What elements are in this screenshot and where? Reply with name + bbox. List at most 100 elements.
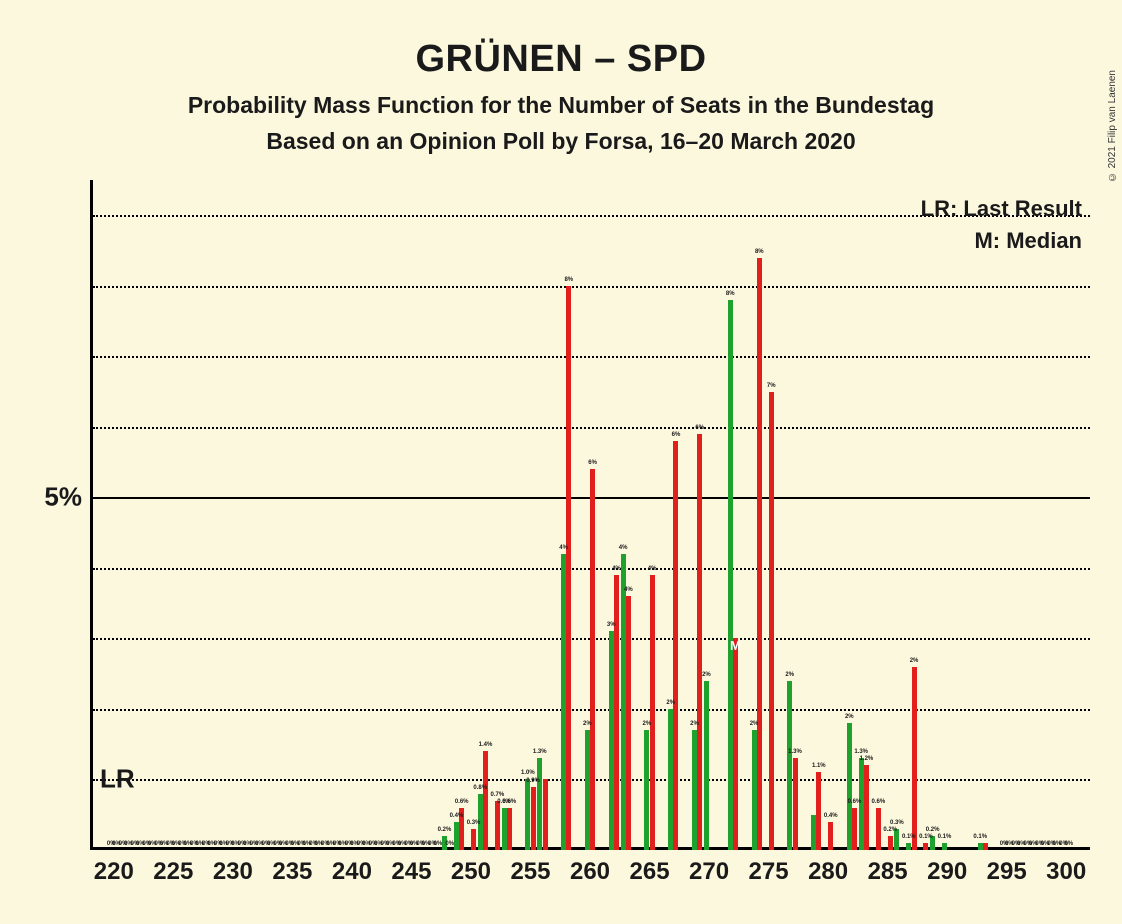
lr-axis-label: LR xyxy=(100,764,135,795)
bar-label-green: 2% xyxy=(750,721,759,727)
bar-green xyxy=(787,681,792,850)
bar-label-red: 8% xyxy=(755,249,764,255)
bar-red xyxy=(888,836,893,850)
bar-red xyxy=(983,843,988,850)
bar-label-red: 0.9% xyxy=(526,778,540,784)
y-tick-label: 5% xyxy=(44,482,82,513)
bar-red xyxy=(507,808,512,850)
bar-label-red: 0.1% xyxy=(919,834,933,840)
bar-red xyxy=(864,765,869,850)
bar-label-green: 4% xyxy=(619,545,628,551)
bar-label-green: 0.1% xyxy=(938,834,952,840)
bar-label-green: 0.3% xyxy=(890,820,904,826)
x-tick-label: 285 xyxy=(868,858,908,886)
bar-red xyxy=(912,667,917,850)
bar-label-red: 0% xyxy=(445,841,454,847)
bar-label-green: 3% xyxy=(607,622,616,628)
bar-label-green: 2% xyxy=(583,721,592,727)
bar-label-green: 2% xyxy=(845,714,854,720)
x-tick-label: 225 xyxy=(153,858,193,886)
bar-label-green: 8% xyxy=(726,291,735,297)
x-tick-label: 270 xyxy=(689,858,729,886)
legend-last-result: LR: Last Result xyxy=(921,196,1082,222)
bar-label-green: 2% xyxy=(785,672,794,678)
bar-label-green: 0.8% xyxy=(473,785,487,791)
bar-red xyxy=(626,596,631,850)
bar-label-green: 2% xyxy=(643,721,652,727)
plot-area: 0%0%0%0%0%0%0%0%0%0%0%0%0%0%0%0%0%0%0%0%… xyxy=(90,180,1090,850)
bar-green xyxy=(906,843,911,850)
chart-title: GRÜNEN – SPD xyxy=(0,38,1122,81)
chart-subtitle-1: Probability Mass Function for the Number… xyxy=(0,92,1122,119)
bar-label-red: 7% xyxy=(767,383,776,389)
bar-label-red: 1.1% xyxy=(812,763,826,769)
x-tick-label: 295 xyxy=(987,858,1027,886)
bar-label-red: 8% xyxy=(564,277,573,283)
bar-green xyxy=(525,779,530,850)
x-tick-label: 290 xyxy=(927,858,967,886)
x-tick-label: 220 xyxy=(94,858,134,886)
bar-label-red: 0.6% xyxy=(871,799,885,805)
bar-label-green: 1.3% xyxy=(854,749,868,755)
bar-label-green: 0.4% xyxy=(450,813,464,819)
bar-red xyxy=(650,575,655,850)
bar-green xyxy=(942,843,947,850)
x-tick-label: 245 xyxy=(391,858,431,886)
bar-red xyxy=(876,808,881,850)
bar-label-red: 1.2% xyxy=(860,756,874,762)
x-tick-label: 250 xyxy=(451,858,491,886)
bar-red xyxy=(495,801,500,850)
bar-red xyxy=(471,829,476,850)
bar-green xyxy=(704,681,709,850)
bar-label-red: 0.6% xyxy=(502,799,516,805)
bar-red xyxy=(590,469,595,850)
bar-label-red: 4% xyxy=(648,566,657,572)
x-tick-label: 280 xyxy=(808,858,848,886)
x-tick-label: 235 xyxy=(272,858,312,886)
bar-label-green: 2% xyxy=(690,721,699,727)
bar-red xyxy=(531,787,536,850)
x-tick-label: 275 xyxy=(749,858,789,886)
x-tick-label: 300 xyxy=(1046,858,1086,886)
bar-label-red: 6% xyxy=(588,460,597,466)
bar-red xyxy=(816,772,821,850)
bar-label-red: 4% xyxy=(624,587,633,593)
bar-label-red: 0.3% xyxy=(467,820,481,826)
x-tick-label: 260 xyxy=(570,858,610,886)
bar-label-red: 6% xyxy=(672,432,681,438)
bar-green xyxy=(537,758,542,850)
bar-green xyxy=(644,730,649,850)
bar-label-red: 4% xyxy=(612,566,621,572)
bar-red xyxy=(697,434,702,850)
bar-label-red: 0.6% xyxy=(848,799,862,805)
bar-label-red: 0.4% xyxy=(824,813,838,819)
bar-label-green: 4% xyxy=(559,545,568,551)
bar-red xyxy=(757,258,762,850)
gridline xyxy=(93,356,1090,358)
bar-label-green: 2% xyxy=(702,672,711,678)
bar-red xyxy=(673,441,678,850)
bar-label-green: 1.3% xyxy=(533,749,547,755)
gridline xyxy=(93,427,1090,429)
bar-red xyxy=(543,779,548,850)
chart-subtitle-2: Based on an Opinion Poll by Forsa, 16–20… xyxy=(0,128,1122,155)
x-tick-label: 255 xyxy=(510,858,550,886)
x-tick-label: 240 xyxy=(332,858,372,886)
bar-label-red: 0.2% xyxy=(883,827,897,833)
bar-label-green: 0.2% xyxy=(926,827,940,833)
bar-red xyxy=(483,751,488,850)
y-axis-line xyxy=(90,180,93,850)
legend-median: M: Median xyxy=(974,228,1082,254)
bar-red xyxy=(852,808,857,850)
bar-label-green: 2% xyxy=(666,700,675,706)
x-tick-label: 230 xyxy=(213,858,253,886)
bar-label-red: 2% xyxy=(910,658,919,664)
x-tick-label: 265 xyxy=(629,858,669,886)
bar-label-green: 0.1% xyxy=(902,834,916,840)
bar-label-red: 1.4% xyxy=(479,742,493,748)
bar-red xyxy=(614,575,619,850)
bar-label-red: 0.7% xyxy=(491,792,505,798)
bar-label-green: 0.1% xyxy=(973,834,987,840)
bar-label-red: 6% xyxy=(695,425,704,431)
bar-label-red: 1.3% xyxy=(788,749,802,755)
